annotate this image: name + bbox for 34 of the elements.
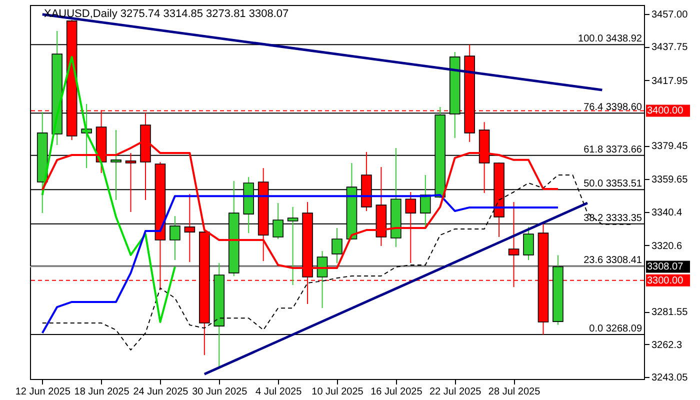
ref-line-label: 61.8 3373.66 (584, 144, 642, 156)
ref-line-label: 23.6 3308.41 (584, 255, 642, 266)
y-tick-label: 3437.75 (652, 42, 688, 54)
y-tick-label: 3243.05 (652, 372, 688, 384)
y-tick-label: 3379.45 (652, 141, 688, 152)
candlestick (332, 227, 342, 264)
y-tick-label: 3281.55 (652, 307, 688, 318)
ref-line-label: 76.4 3398.60 (584, 102, 642, 114)
y-tick-label: 3417.95 (652, 76, 688, 87)
ref-line-label: 0.0 3268.09 (589, 324, 642, 335)
ref-line-label: 38.2 3333.35 (584, 212, 642, 224)
ref-line-label: 100.0 3438.92 (578, 34, 642, 45)
ref-line-label: 50.0 3353.51 (584, 178, 642, 190)
chart-title: XAUUSD,Daily 3275.74 3314.85 3273.81 3308.07 (44, 8, 289, 20)
ref-line-label: 3308.07 (647, 262, 684, 273)
line-series (41, 194, 559, 334)
y-tick-label: 3320.6 (652, 240, 683, 252)
line-series (41, 56, 176, 323)
candlestick (523, 226, 534, 261)
x-tick-label: 28 Jul 2025 (488, 386, 541, 398)
y-tick-label: 3457.00 (652, 9, 688, 20)
ref-line-label: 3300.00 (647, 275, 684, 286)
x-tick-label: 18 Jun 2025 (74, 386, 130, 398)
x-tick-label: 16 Jul 2025 (370, 386, 423, 398)
y-tick-label: 3340.4 (652, 207, 683, 218)
x-tick-label: 22 Jul 2025 (429, 386, 482, 398)
x-tick-label: 30 Jun 2025 (192, 386, 248, 398)
x-tick-label: 12 Jun 2025 (15, 386, 71, 398)
ref-line-label: 3400.00 (647, 106, 684, 117)
y-tick-label: 3359.65 (652, 174, 688, 186)
y-tick-label: 3262.3 (652, 340, 683, 351)
x-tick-label: 4 Jul 2025 (255, 386, 302, 398)
x-tick-label: 24 Jun 2025 (133, 386, 189, 398)
x-tick-label: 10 Jul 2025 (312, 386, 364, 398)
